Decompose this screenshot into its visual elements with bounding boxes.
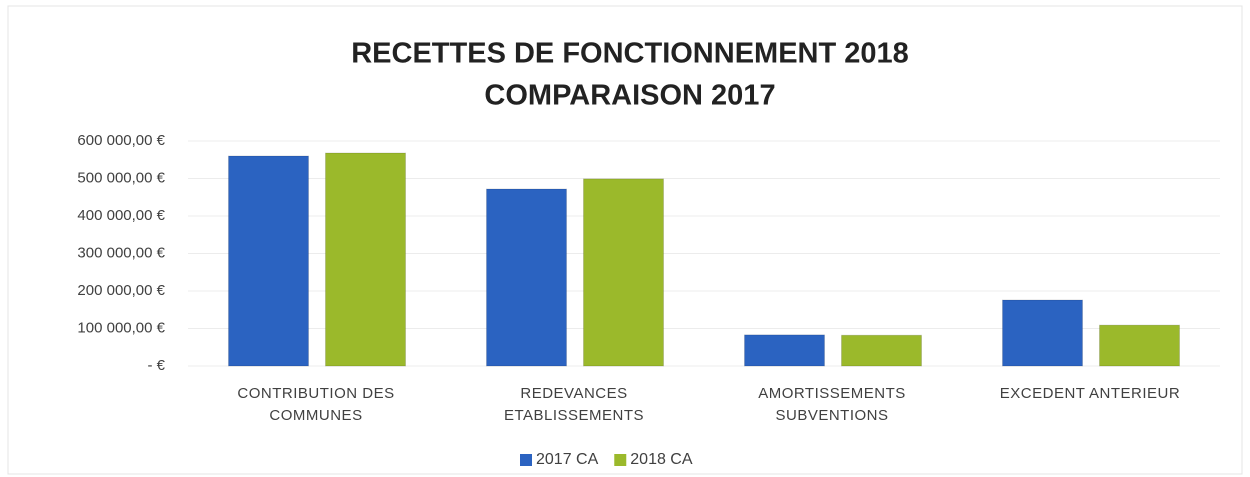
y-tick-label: 200 000,00 € (77, 282, 165, 299)
x-tick-label: REDEVANCES (520, 385, 627, 402)
x-tick-label: COMMUNES (269, 407, 362, 424)
x-tick-label: AMORTISSEMENTS (758, 385, 906, 402)
y-tick-label: 600 000,00 € (77, 132, 165, 149)
chart-title: COMPARAISON 2017 (484, 80, 775, 112)
bar (325, 152, 406, 367)
legend-swatch (520, 454, 532, 466)
chart-border (7, 5, 1243, 475)
legend-swatch (614, 454, 627, 466)
x-tick-label: SUBVENTIONS (775, 407, 888, 424)
x-tick-label: CONTRIBUTION DES (237, 385, 394, 402)
bar (228, 155, 309, 367)
y-tick-label: 300 000,00 € (77, 244, 165, 261)
legend-label: 2017 CA (536, 451, 599, 468)
y-tick-label: 400 000,00 € (77, 207, 165, 224)
bar (1002, 299, 1083, 367)
bar (583, 178, 664, 367)
y-tick-label: - € (147, 357, 165, 374)
legend-label: 2018 CA (630, 451, 693, 468)
y-tick-label: 500 000,00 € (77, 169, 165, 186)
bar (744, 334, 825, 367)
y-tick-label: 100 000,00 € (77, 319, 165, 336)
bar (486, 188, 567, 367)
x-tick-label: ETABLISSEMENTS (504, 407, 644, 424)
bar (1099, 324, 1180, 367)
chart-title: RECETTES DE FONCTIONNEMENT 2018 (351, 38, 909, 70)
x-tick-label: EXCEDENT ANTERIEUR (1000, 385, 1180, 402)
bar (841, 334, 922, 367)
